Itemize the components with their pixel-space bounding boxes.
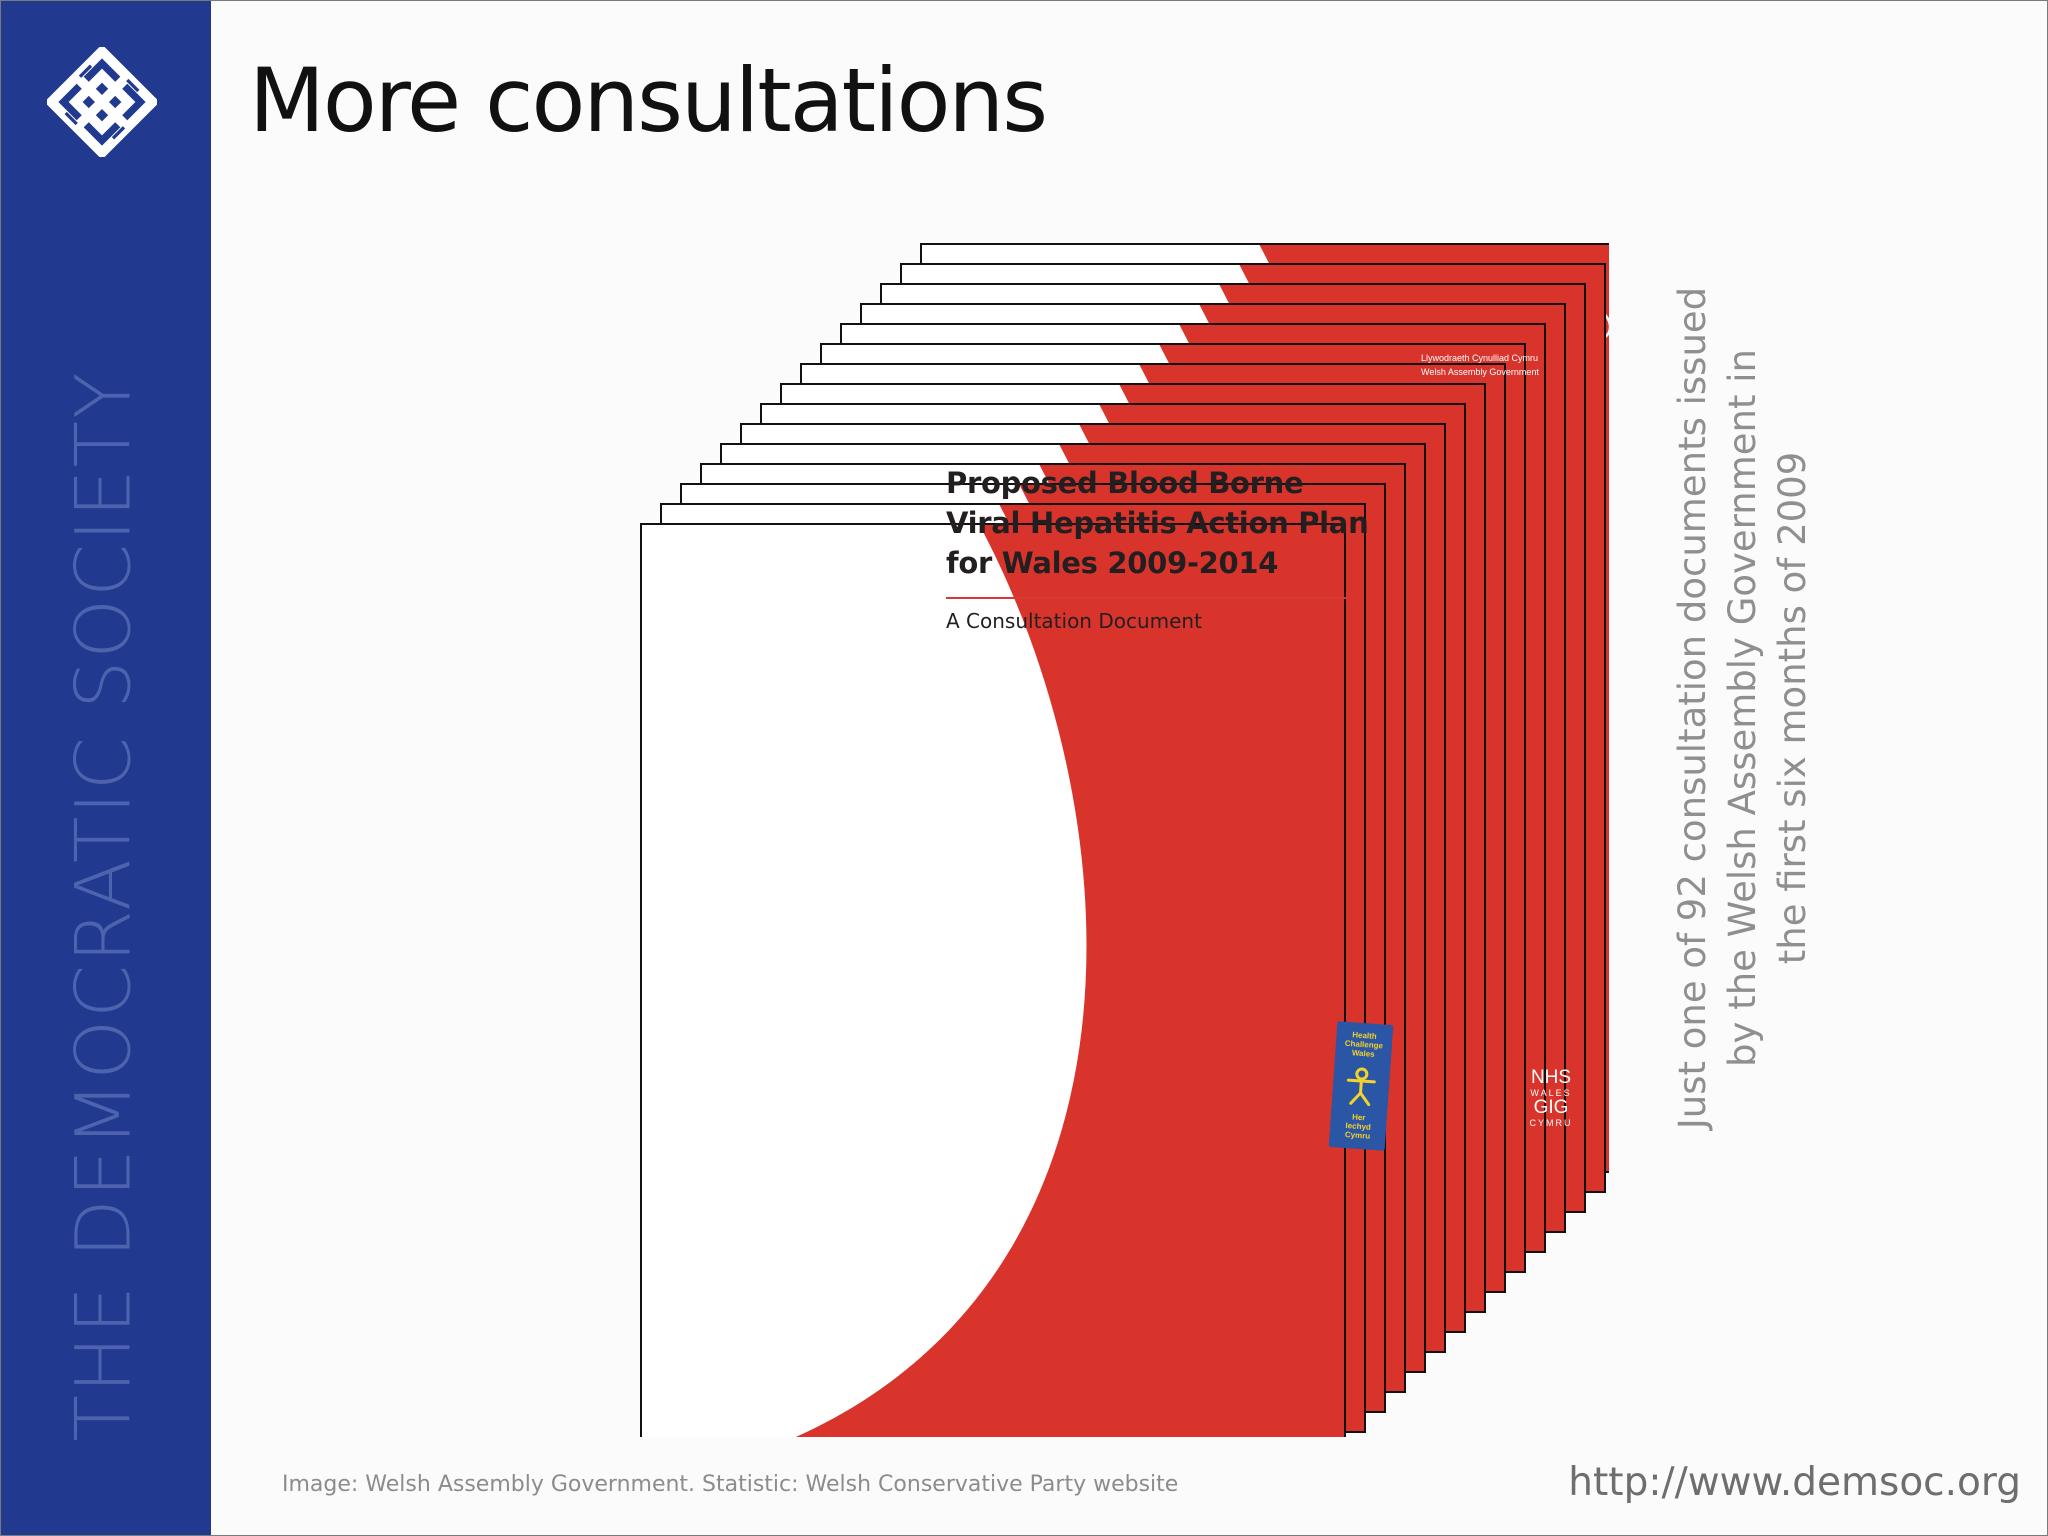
side-note-line: Just one of 92 consultation documents is… <box>1671 286 1714 1130</box>
document-title-line: for Wales 2009-2014 <box>946 546 1279 580</box>
document-title-rule <box>946 597 1346 599</box>
sidebar: THE DEMOCRATIC SOCIETY <box>1 1 211 1535</box>
cover-red-curve <box>795 524 1345 1437</box>
nhs-label: NHS <box>1530 1067 1572 1088</box>
gig-label: GIG <box>1533 1097 1569 1118</box>
cymru-label: CYMRU <box>1529 1118 1573 1128</box>
health-challenge-wales-badge: Health Challenge Wales Her Iechyd Cymru <box>1328 1021 1394 1151</box>
person-figure-icon <box>1346 1067 1376 1107</box>
side-note-line: by the Welsh Assembly Government in <box>1721 349 1764 1067</box>
document-border <box>640 523 1346 1437</box>
document-subtitle: A Consultation Document <box>946 609 1202 633</box>
document-cover-title: Proposed Blood Borne Viral Hepatitis Act… <box>946 463 1386 583</box>
government-name-line: Welsh Assembly Government <box>1421 367 1539 377</box>
page-title: More consultations <box>249 49 1048 152</box>
image-credit: Image: Welsh Assembly Government. Statis… <box>282 1472 1179 1497</box>
document-title-line: Viral Hepatitis Action Plan <box>946 506 1369 540</box>
interlaced-knot-logo-icon <box>47 47 157 157</box>
badge-bottom-text: Her Iechyd Cymru <box>1329 1111 1387 1142</box>
document-stack <box>640 243 1609 1437</box>
badge-top-text: Health Challenge Wales <box>1335 1029 1393 1060</box>
nhs-wales-label: WALES <box>1530 1088 1572 1098</box>
government-name-line: Llywodraeth Cynulliad Cymru <box>1421 353 1539 363</box>
document-title-line: Proposed Blood Borne <box>946 466 1304 500</box>
side-note: Just one of 92 consultation documents is… <box>1668 287 1818 1129</box>
side-note-line: the first six months of 2009 <box>1771 451 1814 965</box>
government-name: Llywodraeth Cynulliad Cymru Welsh Assemb… <box>1421 351 1581 379</box>
stacked-document-page <box>640 523 1346 1437</box>
sidebar-org-name: THE DEMOCRATIC SOCIETY <box>58 370 148 1442</box>
nhs-wales-logo: NHS WALES GIG CYMRU <box>1523 1067 1579 1129</box>
website-link[interactable]: http://www.demsoc.org <box>1568 1460 2021 1505</box>
